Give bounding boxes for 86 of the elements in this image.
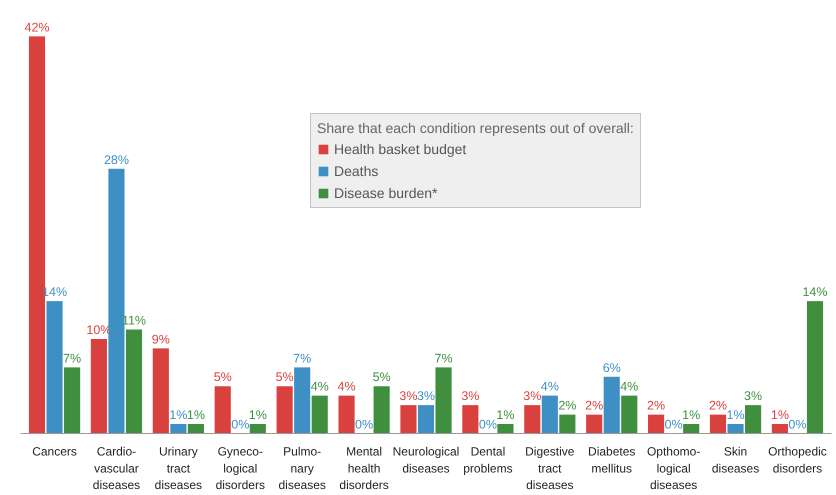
- legend-label: Health basket budget: [334, 141, 466, 157]
- data-label: 3%: [416, 389, 436, 404]
- bar: [338, 396, 355, 434]
- data-label: 3%: [523, 389, 542, 404]
- data-label: 9%: [152, 332, 170, 346]
- bar: [250, 424, 266, 434]
- data-label: 28%: [104, 152, 129, 167]
- bar: [276, 386, 293, 434]
- x-tick-label: Cardio- vascular diseases: [92, 444, 140, 492]
- data-label: 1%: [169, 408, 188, 422]
- data-label: 0%: [788, 418, 806, 432]
- bar: [497, 424, 514, 434]
- bar: [683, 424, 700, 434]
- legend-label: Disease burden*: [334, 185, 438, 201]
- bar: [710, 414, 726, 434]
- data-label: 1%: [682, 408, 700, 422]
- data-label: 3%: [399, 389, 418, 404]
- bar: [435, 367, 452, 434]
- data-label: 0%: [664, 418, 683, 432]
- data-label: 0%: [478, 418, 497, 432]
- x-tick-label: Opthomo- logical diseases: [646, 444, 700, 492]
- bar: [312, 396, 328, 434]
- data-label: 5%: [372, 370, 391, 384]
- data-label: 7%: [293, 351, 312, 366]
- bar: [64, 367, 80, 434]
- data-label: 6%: [602, 360, 621, 375]
- data-label: 5%: [276, 370, 294, 384]
- x-tick-label: Diabetes mellitus: [588, 444, 636, 476]
- data-label: 1%: [496, 408, 514, 422]
- bar: [152, 348, 169, 434]
- bar: [772, 424, 788, 434]
- bar: [374, 386, 390, 434]
- bar: [621, 396, 638, 434]
- data-label: 1%: [726, 408, 745, 422]
- x-tick-label: Neurological diseases: [392, 444, 460, 476]
- bar: [90, 338, 107, 434]
- data-label: 4%: [338, 380, 356, 394]
- data-label: 7%: [63, 351, 82, 366]
- data-label: 2%: [647, 398, 666, 413]
- bar: [559, 414, 576, 434]
- bar: [745, 405, 762, 434]
- data-label: 0%: [355, 418, 374, 432]
- x-tick-label: Orthopedic disorders: [768, 444, 827, 476]
- bar: [126, 329, 142, 434]
- data-label: 0%: [231, 418, 250, 432]
- x-tick-label: Dental problems: [463, 444, 513, 476]
- x-tick-label: Digestive tract diseases: [525, 444, 575, 492]
- data-label: 4%: [620, 380, 638, 394]
- data-label: 3%: [461, 389, 480, 404]
- x-tick-label: Gyneco- logical disorders: [216, 444, 265, 492]
- x-tick-label: Mental health disorders: [339, 444, 389, 492]
- bar: [604, 376, 620, 434]
- x-tick-label: Urinary tract diseases: [154, 444, 202, 492]
- legend-label: Deaths: [334, 163, 378, 179]
- data-label: 4%: [310, 380, 329, 394]
- legend-title: Share that each condition represents out of overall:: [317, 120, 634, 136]
- data-label: 2%: [585, 398, 604, 413]
- bar: [418, 405, 434, 434]
- x-tick-label: Pulmo- nary diseases: [278, 444, 326, 492]
- x-tick-label: Skin diseases: [712, 444, 760, 476]
- data-label: 2%: [558, 398, 576, 413]
- bar: [727, 424, 744, 434]
- bar: [188, 424, 204, 434]
- bar: [648, 414, 664, 434]
- data-label: 1%: [248, 408, 267, 422]
- data-label: 7%: [434, 351, 453, 366]
- bar: [108, 168, 125, 434]
- data-label: 5%: [214, 370, 232, 384]
- bar: [214, 386, 231, 434]
- data-label: 1%: [770, 408, 789, 422]
- data-label: 1%: [186, 408, 205, 422]
- bar: [586, 414, 602, 434]
- bar: [170, 424, 186, 434]
- x-tick-label: Cancers: [32, 444, 77, 458]
- bar: [806, 301, 824, 434]
- data-label: 3%: [744, 389, 762, 404]
- bar: [542, 396, 558, 434]
- data-label: 14%: [802, 285, 828, 300]
- bar: [400, 405, 417, 434]
- data-label: 2%: [708, 398, 728, 413]
- bar: [524, 405, 540, 434]
- data-label: 4%: [540, 380, 559, 394]
- bar: [462, 405, 478, 434]
- bar: [294, 367, 310, 434]
- bar: [46, 301, 63, 434]
- data-label: 42%: [24, 20, 50, 34]
